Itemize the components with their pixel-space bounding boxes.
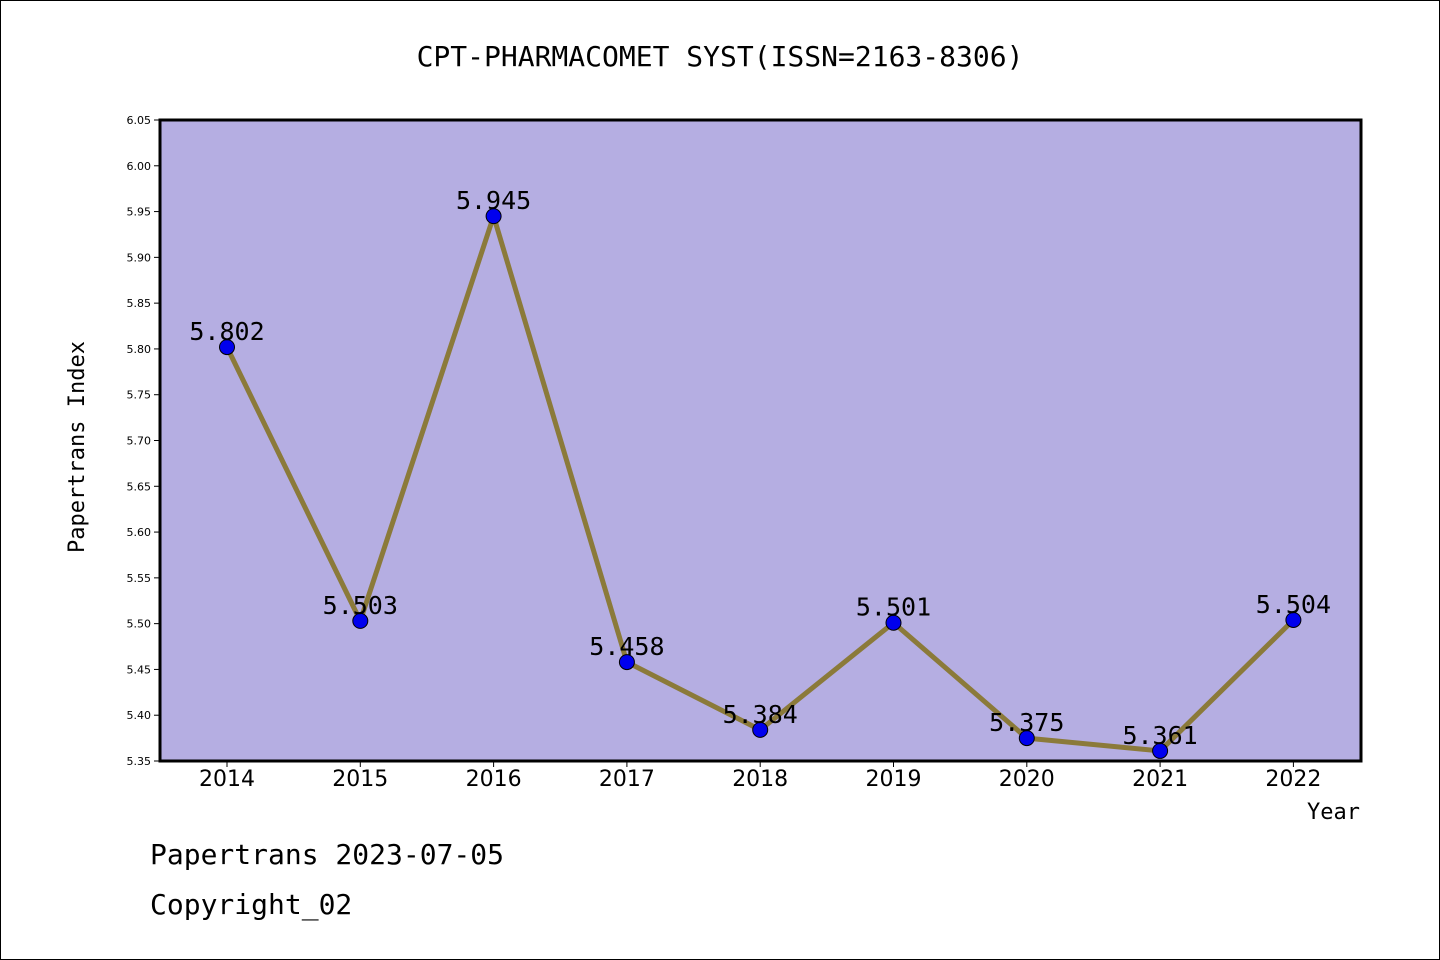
data-labels: 5.802 5.503 5.945 5.458 5.384 5.501 5.375 5.361… bbox=[189, 186, 1331, 750]
x-tick-label: 2017 bbox=[599, 767, 655, 792]
x-tick-label: 2021 bbox=[1132, 767, 1188, 792]
data-point bbox=[618, 654, 635, 671]
y-tick-label: 5.95 bbox=[127, 206, 152, 219]
data-label: 5.945 bbox=[456, 186, 531, 215]
x-tick-label: 2022 bbox=[1265, 767, 1321, 792]
data-point bbox=[485, 208, 502, 225]
data-label: 5.802 bbox=[189, 317, 264, 346]
data-point bbox=[885, 614, 902, 631]
data-point bbox=[1018, 730, 1035, 747]
y-axis: 5.35 5.40 5.45 5.50 5.55 5.60 5.65 5.70 5.75 5.80… bbox=[127, 114, 160, 768]
y-tick-label: 5.35 bbox=[127, 755, 152, 768]
y-tick-label: 5.80 bbox=[127, 343, 152, 356]
chart-title: CPT-PHARMACOMET SYST(ISSN=2163-8306) bbox=[417, 40, 1024, 73]
data-point bbox=[752, 721, 769, 738]
plot-area bbox=[158, 118, 1363, 763]
y-tick-label: 5.45 bbox=[127, 663, 152, 676]
y-tick-label: 5.50 bbox=[127, 618, 152, 631]
y-tick-label: 5.75 bbox=[127, 389, 152, 402]
y-tick-label: 5.65 bbox=[127, 480, 152, 493]
x-tick-label: 2015 bbox=[332, 767, 388, 792]
data-points bbox=[219, 208, 1302, 759]
footer-date: Papertrans 2023-07-05 bbox=[150, 838, 504, 871]
data-label: 5.504 bbox=[1256, 590, 1331, 619]
y-tick-label: 5.60 bbox=[127, 526, 152, 539]
y-tick-label: 5.55 bbox=[127, 572, 152, 585]
y-tick-label: 5.85 bbox=[127, 297, 152, 310]
footer-copyright: Copyright_02 bbox=[150, 888, 352, 922]
x-tick-label: 2014 bbox=[199, 767, 255, 792]
y-tick-label: 5.90 bbox=[127, 251, 152, 264]
y-tick-label: 6.05 bbox=[127, 114, 152, 127]
x-tick-label: 2018 bbox=[732, 767, 788, 792]
data-label: 5.503 bbox=[323, 591, 398, 620]
data-point bbox=[219, 339, 235, 356]
y-axis-label: Papertrans Index bbox=[65, 341, 90, 553]
data-label: 5.384 bbox=[723, 700, 798, 729]
data-label: 5.375 bbox=[989, 708, 1064, 737]
x-tick-label: 2019 bbox=[866, 767, 922, 792]
x-tick-label: 2020 bbox=[999, 767, 1055, 792]
data-point bbox=[1152, 742, 1169, 759]
y-tick-label: 5.40 bbox=[127, 709, 152, 722]
x-axis: 2014 2015 2016 2017 2018 2019 2020 2021 2022 bbox=[199, 761, 1321, 792]
data-label: 5.361 bbox=[1122, 721, 1197, 750]
x-axis-label: Year bbox=[1307, 800, 1360, 825]
data-label: 5.501 bbox=[856, 593, 931, 622]
y-tick-label: 6.00 bbox=[127, 160, 152, 173]
data-point bbox=[352, 612, 369, 629]
x-tick-label: 2016 bbox=[466, 767, 522, 792]
data-point bbox=[1285, 611, 1302, 628]
data-label: 5.458 bbox=[589, 632, 664, 661]
y-tick-label: 5.70 bbox=[127, 435, 152, 448]
